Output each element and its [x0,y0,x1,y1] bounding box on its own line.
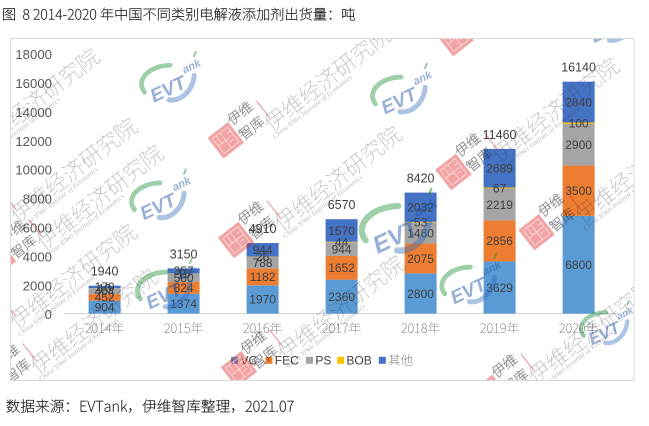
svg-text:8420: 8420 [407,172,435,186]
svg-text:3150: 3150 [170,247,198,261]
svg-text:1970: 1970 [249,293,276,307]
svg-text:18000: 18000 [15,47,52,62]
svg-text:2075: 2075 [407,252,434,266]
svg-text:10: 10 [98,282,112,296]
svg-text:100: 100 [569,117,589,131]
svg-text:6800: 6800 [565,258,592,272]
svg-text:10000: 10000 [15,163,52,178]
svg-text:12000: 12000 [15,134,52,149]
svg-text:26: 26 [256,250,270,264]
svg-text:452: 452 [95,291,115,305]
svg-text:2900: 2900 [565,138,592,152]
svg-text:2000: 2000 [23,278,52,293]
svg-text:BOB: BOB [346,353,371,367]
svg-text:944: 944 [332,243,352,257]
svg-text:404: 404 [95,285,115,299]
svg-text:1652: 1652 [328,261,355,275]
svg-text:44: 44 [335,235,349,249]
svg-text:PS: PS [315,353,331,367]
svg-text:16140: 16140 [561,61,596,75]
svg-text:16000: 16000 [15,76,52,91]
svg-text:2856: 2856 [486,234,513,248]
svg-text:11460: 11460 [483,128,517,142]
svg-text:2219: 2219 [486,198,513,212]
svg-text:67: 67 [493,181,507,195]
svg-text:944: 944 [253,243,273,257]
svg-text:170: 170 [95,280,115,294]
svg-text:788: 788 [253,256,273,270]
svg-text:1182: 1182 [250,270,276,284]
svg-text:3500: 3500 [565,184,592,198]
svg-text:2840: 2840 [565,95,592,109]
svg-text:2800: 2800 [407,287,434,301]
svg-text:1570: 1570 [328,224,355,238]
